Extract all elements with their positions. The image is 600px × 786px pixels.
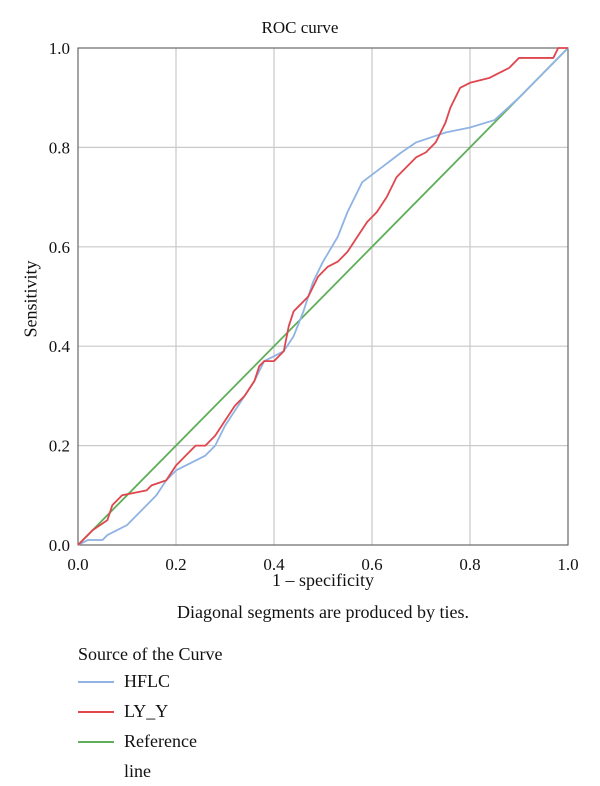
chart-title: ROC curve xyxy=(261,18,339,37)
legend-label-reference: Reference line xyxy=(124,731,197,781)
x-tick-label: 0.0 xyxy=(67,555,88,574)
y-tick-label: 0.0 xyxy=(49,536,70,555)
legend-swatch-hflc xyxy=(78,681,114,683)
ties-note: Diagonal segments are produced by ties. xyxy=(177,602,469,622)
y-tick-label: 1.0 xyxy=(49,39,70,58)
legend-label-ly-y: LY_Y xyxy=(124,701,169,721)
y-tick-label: 0.6 xyxy=(49,238,70,257)
y-tick-label: 0.2 xyxy=(49,437,70,456)
x-tick-label: 0.4 xyxy=(263,555,285,574)
legend-item-hflc: HFLC xyxy=(78,666,228,696)
x-tick-label: 1.0 xyxy=(557,555,578,574)
x-tick-label: 0.2 xyxy=(165,555,186,574)
y-tick-label: 0.8 xyxy=(49,138,70,157)
plot-frame xyxy=(77,47,569,546)
legend-item-reference: Reference line xyxy=(78,726,228,781)
x-tick-label: 0.6 xyxy=(361,555,382,574)
roc-plot: 0.0 0.2 0.4 0.6 0.8 1.0 0.0 0.2 0.4 0.6 0.8 1.0 xyxy=(49,39,579,574)
legend-swatch-reference xyxy=(78,741,114,743)
reference-line xyxy=(77,47,569,546)
y-tick-label: 0.4 xyxy=(49,337,71,356)
x-axis-label: 1 – specificity xyxy=(272,570,374,590)
legend-label-hflc: HFLC xyxy=(124,671,171,691)
legend-title: Source of the Curve xyxy=(78,644,223,664)
legend-swatch-ly-y xyxy=(78,711,114,713)
ly-y-curve xyxy=(77,47,568,546)
x-tick-label: 0.8 xyxy=(459,555,480,574)
hflc-curve xyxy=(77,47,569,546)
legend-item-ly-y: LY_Y xyxy=(78,696,228,726)
legend: Source of the Curve HFLC LY_Y Reference … xyxy=(78,642,228,781)
